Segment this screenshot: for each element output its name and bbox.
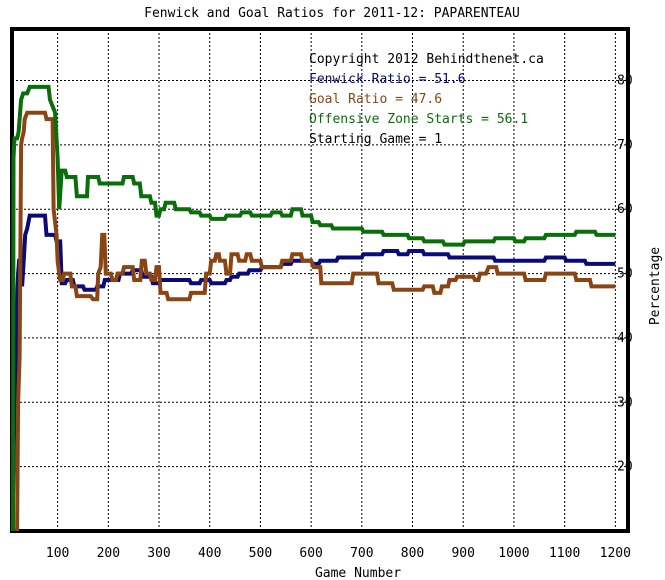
- y-tick-label: 40: [617, 331, 633, 346]
- annotations: Copyright 2012 Behindthenet.ca Fenwick Ra…: [309, 52, 544, 147]
- y-tick-label: 80: [617, 73, 633, 88]
- x-tick-label: 100: [46, 546, 69, 561]
- series-layer: [11, 84, 616, 532]
- x-tick-label: 1100: [549, 546, 580, 561]
- x-tick-label: 200: [97, 546, 120, 561]
- y-axis-label: Percentage: [648, 247, 663, 325]
- x-tick-label: 1000: [498, 546, 529, 561]
- x-tick-label: 700: [350, 546, 373, 561]
- x-axis-label: Game Number: [315, 566, 401, 580]
- annotation-line: Offensive Zone Starts = 56.1: [309, 112, 528, 127]
- x-tick-label: 300: [147, 546, 170, 561]
- y-tick-label: 20: [617, 460, 633, 475]
- chart-title: Fenwick and Goal Ratios for 2011-12: PAP…: [144, 6, 520, 21]
- y-tick-label: 50: [617, 267, 633, 282]
- x-tick-label: 800: [401, 546, 424, 561]
- series-line-goal-ratio: [15, 110, 616, 532]
- annotation-line: Starting Game = 1: [309, 132, 442, 147]
- x-tick-label: 900: [451, 546, 474, 561]
- y-axis-ticks: 20 30 40 50 60 70 80: [617, 73, 633, 474]
- x-axis-ticks: 100 200 300 400 500 600 700 800 900 1000 1100 1200: [46, 546, 631, 561]
- x-tick-label: 500: [249, 546, 272, 561]
- x-tick-label: 600: [299, 546, 322, 561]
- series-line-offensive-zone-starts: [11, 84, 616, 532]
- x-tick-label: 400: [198, 546, 221, 561]
- annotation-line: Fenwick Ratio = 51.6: [309, 72, 466, 87]
- x-tick-label: 1200: [600, 546, 631, 561]
- y-tick-label: 70: [617, 138, 633, 153]
- annotation-line: Goal Ratio = 47.6: [309, 92, 442, 107]
- y-tick-label: 60: [617, 202, 633, 217]
- annotation-line: Copyright 2012 Behindthenet.ca: [309, 52, 544, 67]
- y-tick-label: 30: [617, 395, 633, 410]
